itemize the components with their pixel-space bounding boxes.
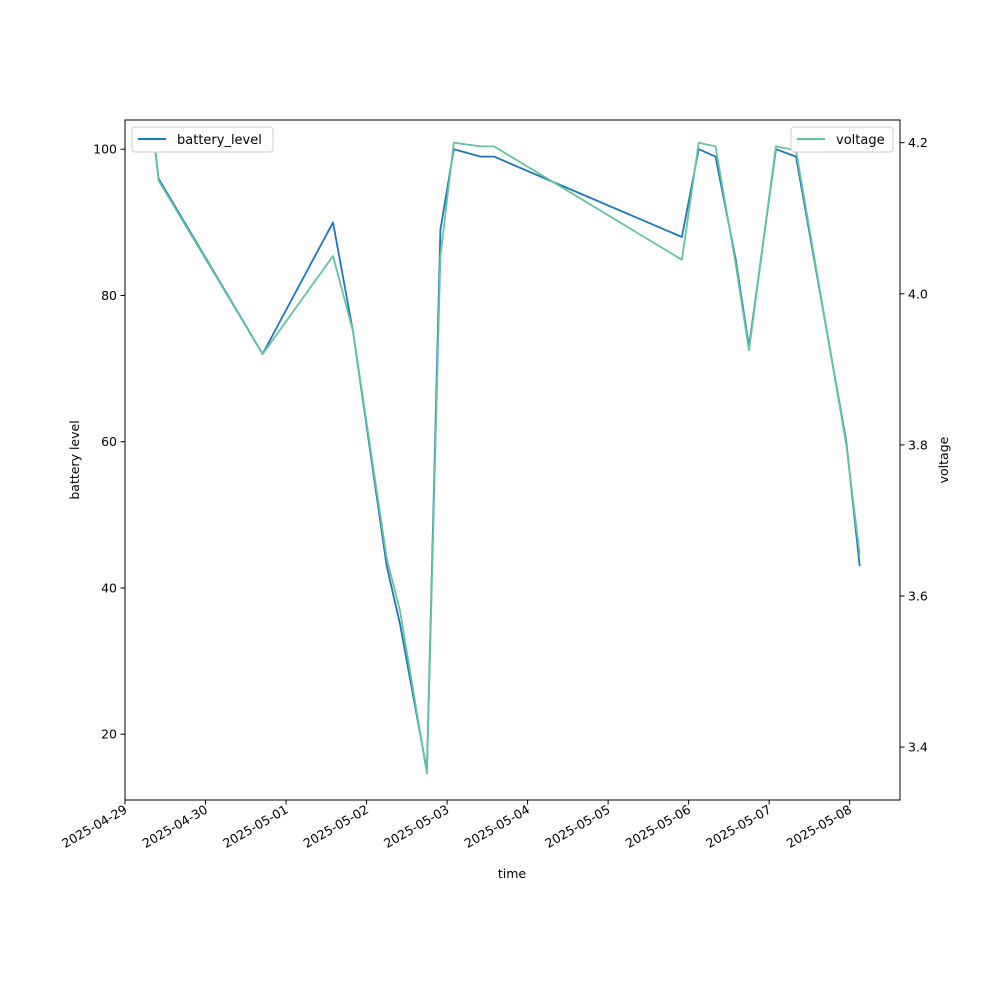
plot-frame bbox=[124, 119, 901, 801]
y-right-tick-label: 3.6 bbox=[908, 589, 928, 604]
y-right-tick-label: 4.2 bbox=[908, 135, 928, 150]
legend-right: voltage bbox=[790, 126, 894, 153]
y-left-tick-label: 60 bbox=[101, 434, 117, 449]
y-left-tick-label: 40 bbox=[101, 580, 117, 595]
y-left-tick-label: 100 bbox=[93, 142, 117, 157]
series-layer bbox=[154, 141, 861, 775]
x-tick-label: 2025-05-05 bbox=[542, 802, 612, 851]
y-right-axis-title: voltage bbox=[936, 436, 951, 483]
y-right-tick-label: 4.0 bbox=[908, 286, 928, 301]
y-left-axis-ticks: 20 40 60 80 100 bbox=[93, 142, 125, 742]
x-tick-label: 2025-05-03 bbox=[381, 802, 451, 851]
x-tick-label: 2025-05-01 bbox=[220, 802, 290, 851]
x-tick-label: 2025-05-07 bbox=[703, 802, 773, 851]
x-tick-label: 2025-04-29 bbox=[59, 802, 129, 851]
series-line-voltage bbox=[154, 141, 861, 775]
x-tick-label: 2025-05-04 bbox=[462, 802, 532, 851]
y-right-tick-label: 3.8 bbox=[908, 437, 928, 452]
y-left-tick-label: 20 bbox=[101, 727, 117, 742]
x-tick-label: 2025-04-30 bbox=[140, 802, 210, 851]
x-tick-label: 2025-05-02 bbox=[301, 802, 371, 851]
x-tick-label: 2025-05-08 bbox=[784, 802, 854, 851]
y-right-axis-ticks: 3.4 3.6 3.8 4.0 4.2 bbox=[900, 135, 928, 755]
y-left-axis-title: battery level bbox=[67, 420, 82, 499]
y-left-tick-label: 80 bbox=[101, 288, 117, 303]
y-right-tick-label: 3.4 bbox=[908, 740, 928, 755]
legend-right-box bbox=[790, 126, 894, 153]
series-line-battery-level bbox=[154, 148, 861, 772]
legend-left-label: battery_level bbox=[177, 133, 262, 148]
x-axis-title: time bbox=[498, 866, 527, 881]
legend-left-box bbox=[131, 126, 274, 153]
legend-right-label: voltage bbox=[836, 133, 885, 148]
legend-left: battery_level bbox=[131, 126, 274, 153]
x-tick-label: 2025-05-06 bbox=[623, 802, 693, 851]
x-axis-ticks: 2025-04-29 2025-04-30 2025-05-01 2025-05-02… bbox=[59, 800, 854, 851]
